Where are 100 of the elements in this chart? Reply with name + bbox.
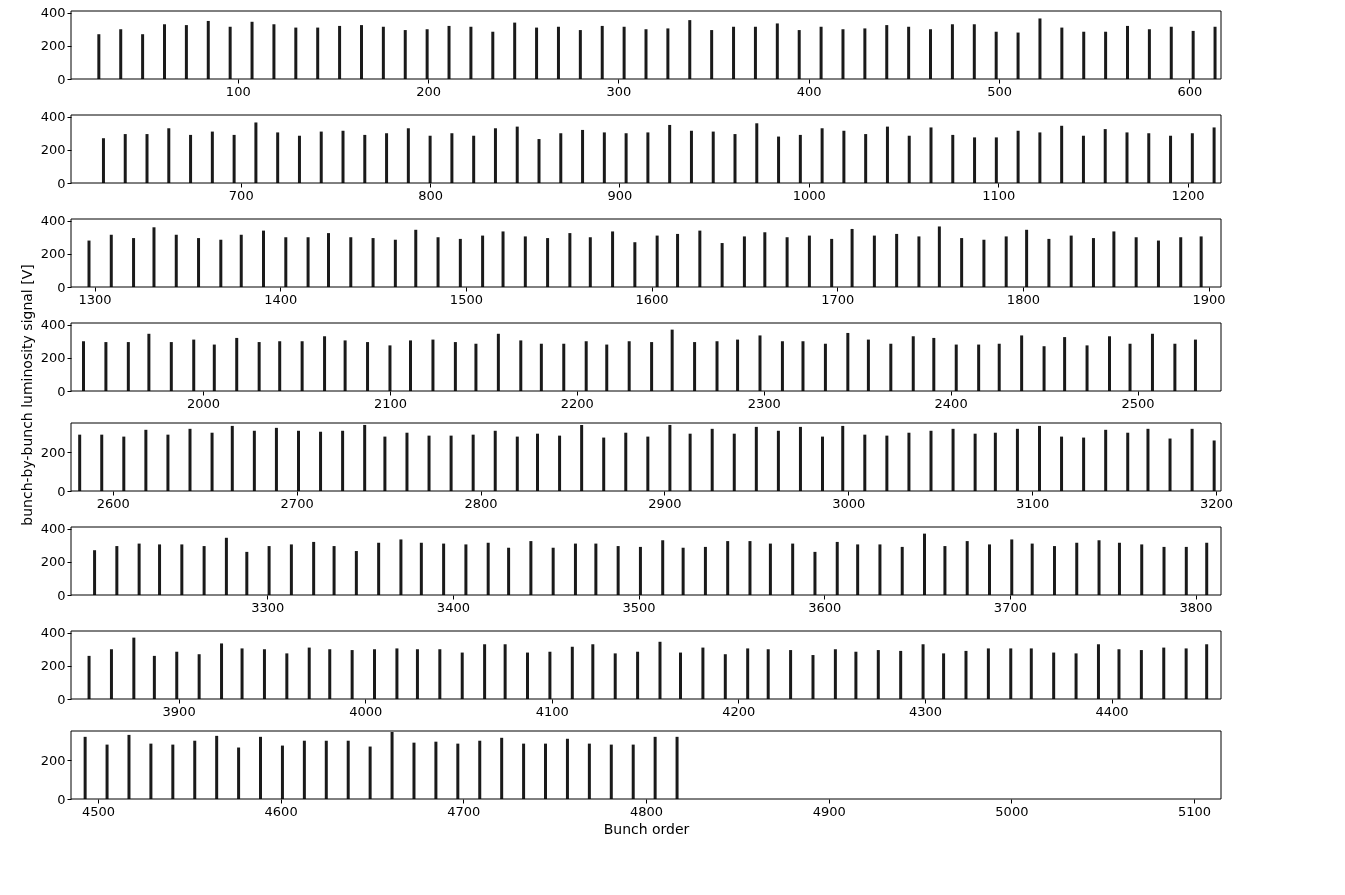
y-tick-label: 0 xyxy=(57,71,66,87)
bar xyxy=(434,741,438,799)
y-tick-label: 200 xyxy=(40,142,66,158)
bar xyxy=(119,29,123,79)
bar xyxy=(668,424,672,491)
bar xyxy=(319,131,323,183)
bar xyxy=(846,332,850,391)
x-tick-label: 3700 xyxy=(993,599,1027,615)
bar xyxy=(929,29,933,79)
bar xyxy=(202,546,206,595)
bar xyxy=(302,740,306,799)
y-tick-label: 200 xyxy=(40,350,66,366)
bar xyxy=(427,435,431,491)
bar xyxy=(1184,546,1188,595)
bar xyxy=(1107,336,1111,391)
y-tick-label: 400 xyxy=(40,625,66,641)
bar xyxy=(1009,648,1013,699)
bar xyxy=(653,736,657,799)
y-tick-label: 0 xyxy=(57,175,66,191)
bar xyxy=(215,735,219,799)
bar xyxy=(289,544,293,595)
bar xyxy=(801,341,805,391)
x-tick-label: 5100 xyxy=(1178,803,1212,819)
bar xyxy=(993,432,997,491)
bar xyxy=(556,26,560,79)
bar xyxy=(785,237,789,287)
bar xyxy=(1191,30,1195,79)
bar xyxy=(960,238,964,287)
x-tick-label: 4300 xyxy=(908,703,942,719)
bar xyxy=(346,740,350,799)
bar xyxy=(688,433,692,491)
bar xyxy=(570,646,574,699)
bar xyxy=(1213,26,1217,79)
bar xyxy=(399,539,403,595)
x-tick-label: 4900 xyxy=(812,803,846,819)
x-tick-label: 3000 xyxy=(832,495,866,511)
x-tick-label: 2400 xyxy=(934,395,968,411)
bar xyxy=(655,235,659,287)
bar xyxy=(613,653,617,699)
bar xyxy=(581,129,585,183)
bar xyxy=(395,648,399,699)
bar xyxy=(715,341,719,391)
bar xyxy=(950,24,954,79)
bar xyxy=(636,651,640,699)
bar xyxy=(101,138,105,183)
bar xyxy=(341,430,345,491)
x-tick-label: 1600 xyxy=(635,291,669,307)
bar xyxy=(558,435,562,491)
bar xyxy=(588,237,592,287)
bar xyxy=(544,743,548,799)
bar xyxy=(1156,240,1160,287)
bar xyxy=(1038,18,1042,79)
bar xyxy=(797,30,801,79)
bar xyxy=(973,433,977,491)
bar xyxy=(1162,546,1166,595)
bar xyxy=(323,336,327,391)
bar xyxy=(1042,346,1046,391)
x-tick-label: 500 xyxy=(987,83,1012,99)
bar xyxy=(144,429,148,491)
bar xyxy=(481,235,485,287)
bar xyxy=(240,648,244,699)
bar xyxy=(977,344,981,391)
x-tick-label: 4000 xyxy=(349,703,383,719)
bar xyxy=(152,227,156,287)
bar xyxy=(789,650,793,699)
bar xyxy=(1199,236,1203,287)
bar xyxy=(1184,648,1188,699)
bar xyxy=(250,21,254,79)
bar xyxy=(104,342,108,391)
x-tick-label: 4200 xyxy=(722,703,756,719)
bar xyxy=(733,134,737,183)
bar xyxy=(1147,29,1151,79)
bar xyxy=(486,542,490,595)
bar xyxy=(929,127,933,183)
y-tick-label: 0 xyxy=(57,791,66,807)
x-tick-label: 200 xyxy=(416,83,441,99)
bar xyxy=(937,226,941,287)
bar xyxy=(609,744,613,799)
x-tick-label: 1000 xyxy=(792,187,826,203)
bar xyxy=(230,425,234,491)
bar xyxy=(1104,31,1108,79)
bar xyxy=(456,743,460,799)
bar xyxy=(232,134,236,183)
bar xyxy=(127,734,131,799)
bar xyxy=(929,430,933,491)
bar xyxy=(565,738,569,799)
bar xyxy=(319,431,323,491)
bar xyxy=(513,22,517,79)
bar xyxy=(994,31,998,79)
y-tick-label: 0 xyxy=(57,383,66,399)
bar xyxy=(932,337,936,391)
bar xyxy=(526,652,530,699)
x-tick-label: 4700 xyxy=(447,803,481,819)
bar xyxy=(343,340,347,391)
x-tick-label: 2600 xyxy=(96,495,130,511)
bar xyxy=(450,133,454,183)
bar xyxy=(145,134,149,183)
x-tick-label: 300 xyxy=(606,83,632,99)
bar xyxy=(409,340,413,391)
bar xyxy=(856,544,860,595)
